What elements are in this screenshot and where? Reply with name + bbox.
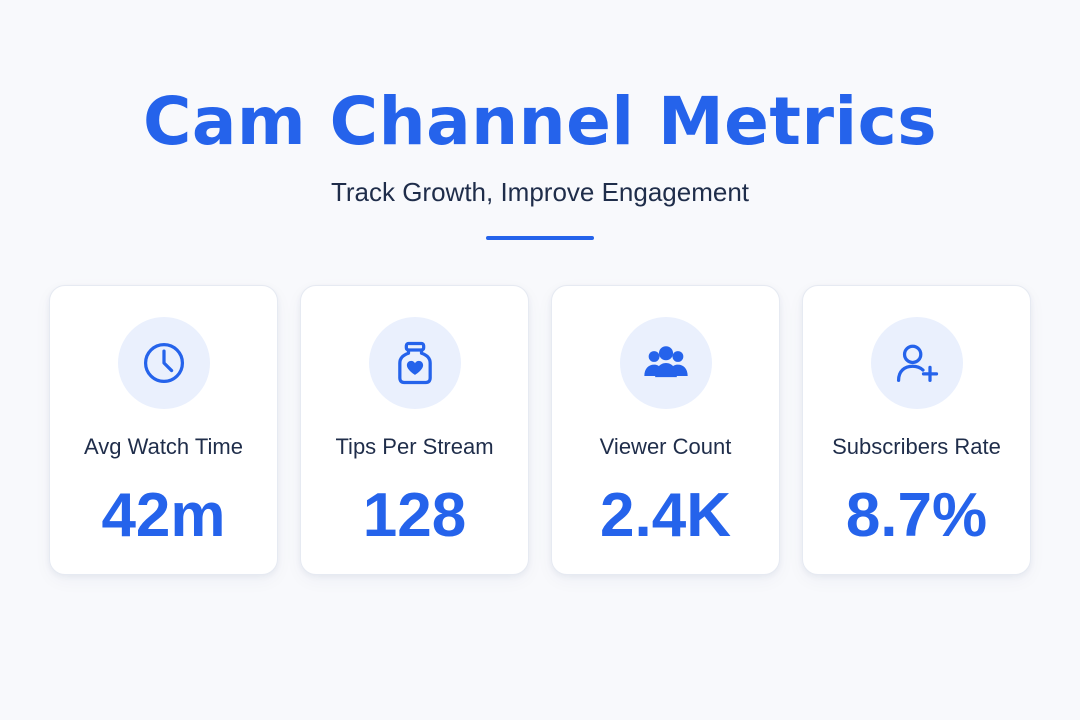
page-subtitle: Track Growth, Improve Engagement [330, 177, 750, 207]
icon-badge [368, 317, 461, 409]
metric-card-viewer-count: Viewer Count 2.4K [551, 285, 780, 575]
tip-jar-heart-icon [397, 341, 432, 385]
title-divider [486, 236, 594, 240]
metric-card-avg-watch-time: Avg Watch Time 42m [49, 285, 278, 575]
metric-value: 8.7% [845, 481, 988, 550]
users-group-icon [643, 346, 688, 378]
header: Cam Channel Metrics Track Growth, Improv… [0, 84, 1080, 240]
page-title: Cam Channel Metrics [142, 83, 938, 160]
metric-value: 42m [101, 481, 226, 550]
metric-card-subscribers-rate: Subscribers Rate 8.7% [802, 285, 1031, 575]
clock-icon [143, 342, 184, 384]
metric-value: 2.4K [600, 481, 731, 550]
icon-badge [870, 317, 963, 409]
icon-badge [117, 317, 210, 409]
metrics-cards: Avg Watch Time 42m Tips Per Stream 128 V… [49, 285, 1031, 577]
metric-label: Viewer Count [599, 434, 732, 459]
metric-label: Avg Watch Time [84, 434, 243, 459]
metric-value: 128 [362, 481, 467, 550]
metric-label: Subscribers Rate [832, 434, 1001, 459]
metric-card-tips-per-stream: Tips Per Stream 128 [300, 285, 529, 575]
icon-badge [619, 317, 712, 409]
user-plus-icon [896, 344, 938, 382]
metric-label: Tips Per Stream [335, 434, 494, 459]
